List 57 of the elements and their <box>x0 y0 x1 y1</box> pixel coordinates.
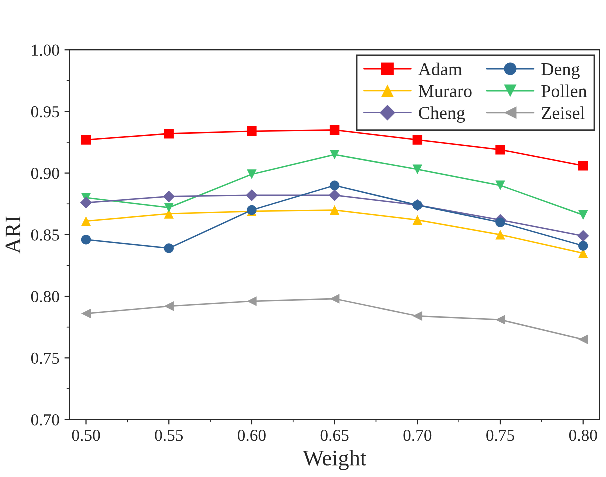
point <box>412 215 423 225</box>
x-tick-label: 0.55 <box>155 430 184 442</box>
point <box>328 190 341 202</box>
point <box>164 302 174 312</box>
y-tick-label: 0.95 <box>31 106 60 118</box>
point <box>80 196 92 209</box>
point <box>577 230 590 242</box>
point <box>412 311 423 322</box>
point <box>496 180 506 190</box>
point <box>496 230 506 240</box>
x-axis-title: Weight <box>303 450 366 470</box>
point <box>81 135 92 145</box>
legend-label: Zeisel <box>542 106 585 120</box>
legend-label: Deng <box>542 64 580 80</box>
point <box>246 190 258 202</box>
point <box>496 145 506 155</box>
point <box>164 209 174 219</box>
point <box>247 296 257 306</box>
point <box>81 216 92 226</box>
point <box>330 294 340 304</box>
point <box>81 308 92 319</box>
point <box>163 190 176 203</box>
y-tick-label: 0.80 <box>31 291 60 303</box>
point <box>164 244 174 254</box>
y-tick-label: 0.75 <box>31 352 60 364</box>
legend-label: Muraro <box>418 85 472 98</box>
legend-label: Pollen <box>542 84 588 98</box>
point <box>578 210 588 220</box>
x-tick-label: 0.50 <box>72 430 100 442</box>
y-tick-label: 1.00 <box>32 44 60 56</box>
y-tick-label: 0.90 <box>31 168 60 180</box>
x-tick-label: 0.60 <box>238 430 266 442</box>
x-tick-label: 0.80 <box>569 430 598 442</box>
point <box>578 161 588 171</box>
x-tick-label: 0.70 <box>404 430 432 442</box>
point <box>578 334 588 345</box>
point <box>412 164 423 174</box>
legend-label: Cheng <box>419 106 466 124</box>
point <box>164 202 174 213</box>
point <box>496 218 506 228</box>
point <box>247 126 257 136</box>
point <box>81 234 92 245</box>
point <box>412 135 423 145</box>
y-tick-label: 0.70 <box>31 414 60 426</box>
legend-label: Adam <box>418 62 462 76</box>
point <box>164 129 174 139</box>
x-tick-label: 0.75 <box>486 430 514 442</box>
point <box>247 170 257 180</box>
point <box>578 241 588 251</box>
point <box>496 315 506 325</box>
point <box>330 180 340 190</box>
point <box>330 205 340 216</box>
y-axis-title: ARI <box>6 216 21 254</box>
y-tick-label: 0.85 <box>31 230 60 241</box>
x-tick-label: 0.65 <box>320 430 349 442</box>
point <box>330 125 340 136</box>
point <box>330 150 340 160</box>
